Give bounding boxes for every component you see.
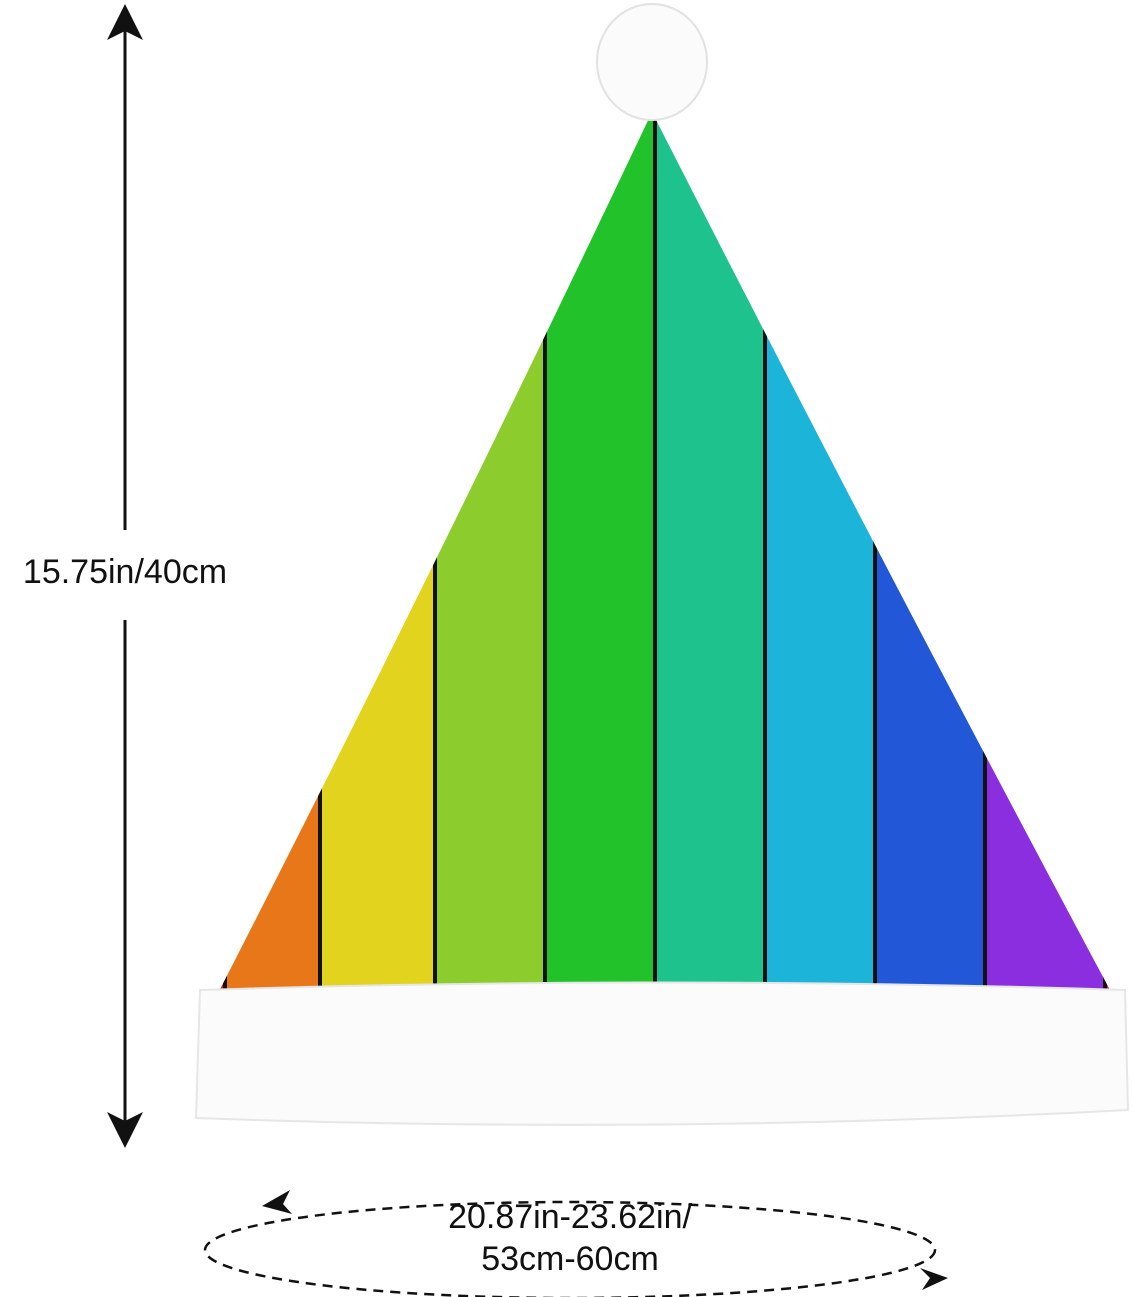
circumference-line-1: 20.87in-23.62in/ — [448, 1198, 692, 1236]
hat-stripe — [435, 112, 545, 1005]
hat-body — [212, 112, 1118, 1005]
hat-cuff — [194, 981, 1130, 1126]
circumference-arrow-left — [262, 1190, 292, 1214]
hat-stripe — [545, 112, 655, 1005]
circumference-line-2: 53cm-60cm — [481, 1240, 659, 1278]
hat-stripe — [655, 112, 765, 1005]
hat-stripe — [765, 112, 875, 1005]
circumference-arrow-right — [920, 1268, 948, 1290]
hat-stripe — [1105, 112, 1118, 1005]
hat-stripe — [875, 112, 985, 1005]
hat-pompom — [596, 3, 708, 121]
circumference-label: 20.87in-23.62in/ 53cm-60cm — [420, 1196, 720, 1280]
height-label: 15.75in/40cm — [22, 553, 228, 591]
hat-stripe — [320, 112, 435, 1005]
hat-stripe — [985, 112, 1105, 1005]
circumference-ellipse — [203, 1200, 937, 1297]
